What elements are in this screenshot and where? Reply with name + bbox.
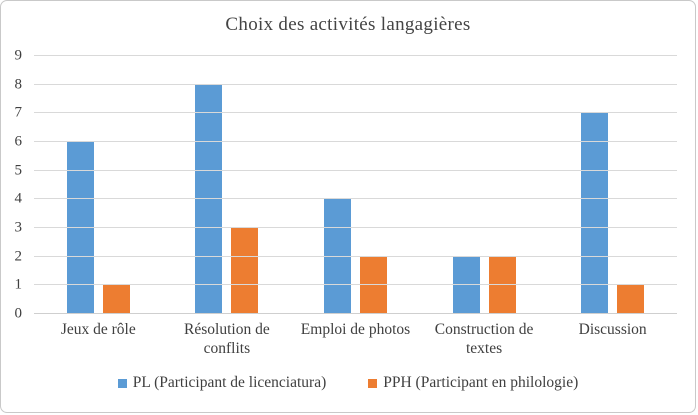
bar [102, 285, 130, 314]
legend-label: PPH (Participant en philologie) [383, 374, 579, 391]
gridline [34, 227, 677, 228]
bar-groups [34, 56, 677, 314]
chart-title: Choix des activités langagières [225, 14, 471, 35]
bar-group [291, 56, 420, 314]
x-axis-labels: Jeux de rôle Résolution de conflits Emploi… [34, 320, 677, 359]
x-axis-label: Construction de textes [434, 321, 534, 358]
legend-item: PPH (Participant en philologie) [368, 374, 578, 392]
y-tick-label: 5 [14, 162, 23, 179]
x-axis-label: Résolution de conflits [184, 321, 270, 358]
gridline [34, 169, 677, 171]
y-tick-label: 0 [14, 305, 23, 322]
gridline [34, 112, 677, 114]
bar-group [420, 56, 549, 314]
y-tick-label: 4 [14, 190, 23, 207]
y-tick-label: 3 [14, 219, 23, 236]
gridline [34, 55, 677, 56]
y-axis-labels: 0 1 2 3 4 5 6 7 8 9 [1, 48, 27, 321]
bar [231, 228, 259, 314]
legend-swatch-icon [368, 378, 378, 388]
gridline [34, 141, 677, 142]
bar-group [163, 56, 292, 314]
y-tick-label: 2 [14, 248, 23, 265]
y-tick-label: 6 [14, 133, 23, 150]
bar-group [34, 56, 163, 314]
y-tick-label: 7 [14, 104, 23, 121]
gridline [34, 255, 677, 257]
bar-group [548, 56, 677, 314]
x-axis-label: Jeux de rôle [60, 321, 136, 338]
legend-swatch-icon [117, 378, 127, 388]
gridline [34, 83, 677, 85]
bar [323, 199, 351, 314]
legend-label: PL (Participant de licenciatura) [132, 374, 327, 391]
x-axis-label: Emploi de photos [300, 321, 411, 338]
gridline [34, 284, 677, 286]
y-tick-label: 9 [14, 47, 23, 64]
legend-item: PL (Participant de licenciatura) [117, 374, 327, 392]
bar [581, 113, 609, 314]
bar [66, 142, 94, 314]
plot-area [34, 55, 677, 314]
legend: PL (Participant de licenciatura) PPH (Par… [1, 374, 695, 392]
y-tick-label: 8 [14, 76, 23, 93]
y-tick-label: 1 [14, 276, 23, 293]
bar [617, 285, 645, 314]
gridline [34, 198, 677, 200]
x-axis-line [34, 313, 677, 314]
x-axis-label: Discussion [578, 321, 647, 338]
